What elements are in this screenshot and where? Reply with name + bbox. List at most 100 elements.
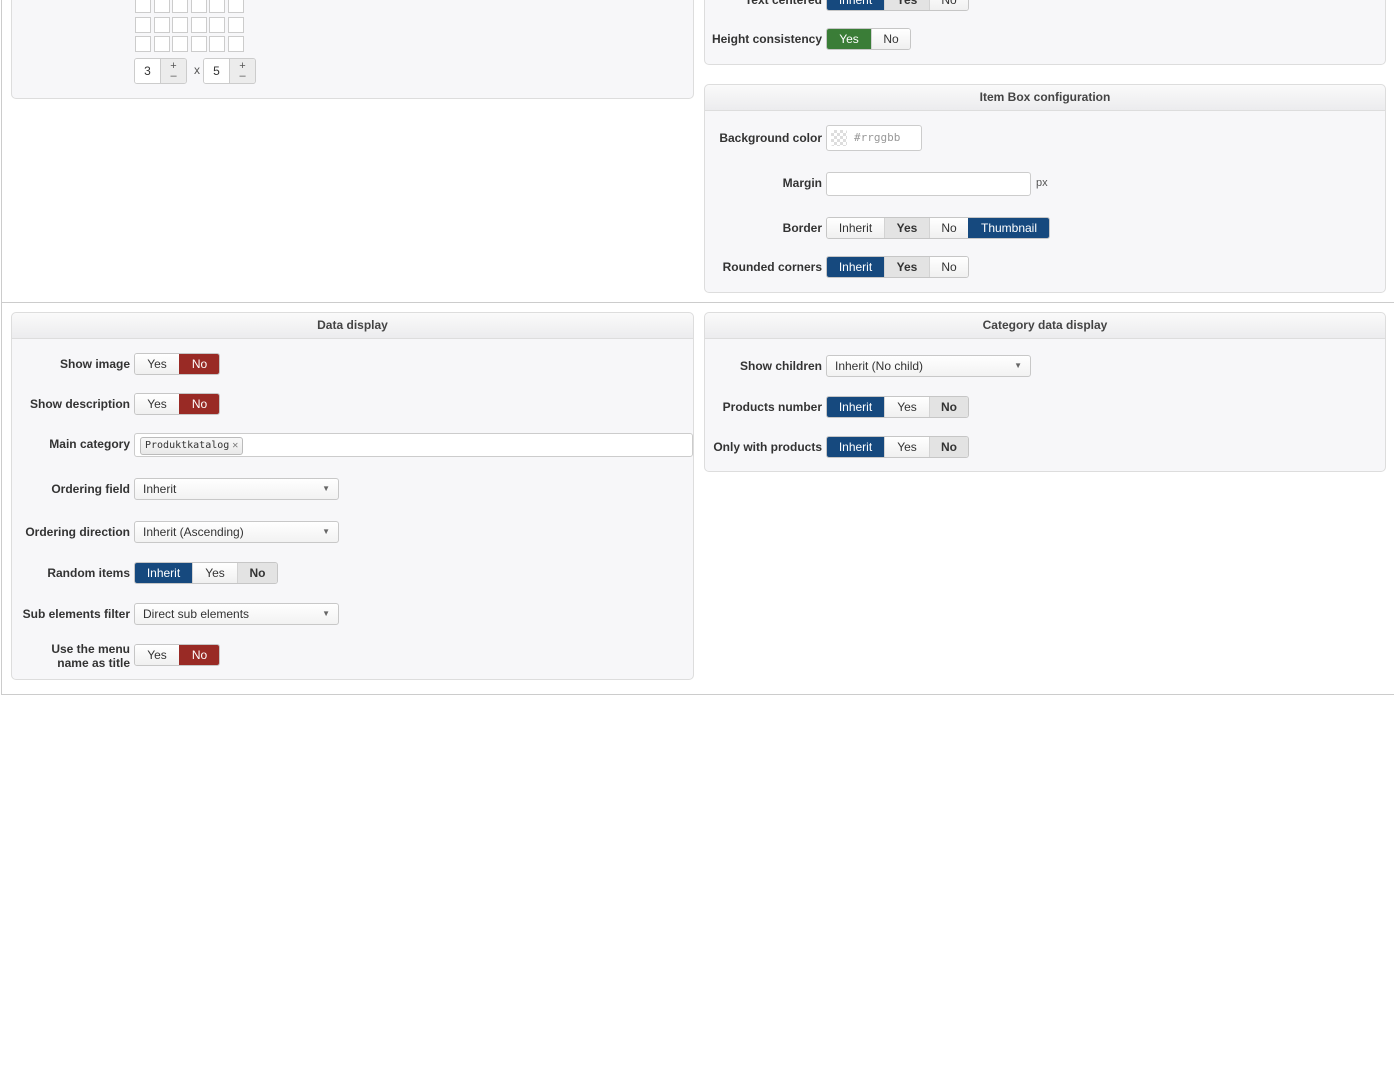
random-items-option-inherit[interactable]: Inherit xyxy=(135,563,192,583)
random-items-option-yes[interactable]: Yes xyxy=(192,563,237,583)
form-row-main-category: Main category Produktkatalog ✕ xyxy=(12,433,693,457)
show-image-option-no[interactable]: No xyxy=(179,354,219,374)
grid-cell[interactable] xyxy=(172,0,189,13)
margin-control: px xyxy=(826,172,1048,196)
grid-cell[interactable] xyxy=(153,36,170,52)
times-label: x xyxy=(194,63,200,77)
products-number-toggle-group: Inherit Yes No xyxy=(826,396,969,418)
text-centered-option-yes[interactable]: Yes xyxy=(884,0,929,10)
products-number-option-inherit[interactable]: Inherit xyxy=(827,397,884,417)
form-row-border: Border Inherit Yes No Thumbnail xyxy=(705,217,1385,241)
chevron-down-icon: ▼ xyxy=(322,484,330,493)
form-row-show-children: Show children Inherit (No child) ▼ xyxy=(705,355,1385,379)
field-label: Margin xyxy=(782,176,822,190)
grid-cell[interactable] xyxy=(135,17,151,33)
field-label: Show image xyxy=(59,357,130,371)
chevron-down-icon: ▼ xyxy=(322,609,330,618)
grid-cell[interactable] xyxy=(135,36,151,52)
grid-cell[interactable] xyxy=(153,17,170,33)
field-label: Main category xyxy=(49,437,130,451)
field-label: Height consistency xyxy=(711,32,822,46)
form-row-ordering-field: Ordering field Inherit ▼ xyxy=(12,478,693,502)
show-children-select[interactable]: Inherit (No child) ▼ xyxy=(826,355,1031,377)
chevron-down-icon: ▼ xyxy=(1014,361,1022,370)
text-centered-option-no[interactable]: No xyxy=(929,0,968,10)
plus-icon[interactable]: + xyxy=(239,60,246,72)
section-divider xyxy=(1,302,1394,303)
only-with-products-option-inherit[interactable]: Inherit xyxy=(827,437,884,457)
rounded-corners-option-yes[interactable]: Yes xyxy=(884,257,929,277)
use-the-menu-name-as-title-option-no[interactable]: No xyxy=(179,645,219,665)
rows-stepper: 3 + – xyxy=(134,58,187,84)
ordering-direction-control: Inherit (Ascending) ▼ xyxy=(134,521,339,543)
form-row-sub-elements-filter: Sub elements filter Direct sub elements ▼ xyxy=(12,603,693,627)
grid-cell[interactable] xyxy=(190,36,207,52)
border-option-thumbnail[interactable]: Thumbnail xyxy=(968,218,1049,238)
plus-icon[interactable]: + xyxy=(170,60,177,72)
ordering-field-select[interactable]: Inherit ▼ xyxy=(134,478,339,500)
grid-cell[interactable] xyxy=(190,17,207,33)
text-centered-control: Inherit Yes No xyxy=(826,0,969,11)
only-with-products-option-yes[interactable]: Yes xyxy=(884,437,929,457)
background-color-control: #rrggbb xyxy=(826,125,922,151)
rows-stepper-plus-minus[interactable]: + – xyxy=(160,59,186,83)
form-row-use-the-menu-name-as-title: Use the menu name as title Yes No xyxy=(12,642,693,670)
grid-cell[interactable] xyxy=(135,0,151,13)
form-row-products-number: Products number Inherit Yes No xyxy=(705,396,1385,420)
form-row-rounded-corners: Rounded corners Inherit Yes No xyxy=(705,256,1385,280)
products-number-option-no[interactable]: No xyxy=(929,397,968,417)
random-items-control: Inherit Yes No xyxy=(134,562,278,584)
grid-cell[interactable] xyxy=(228,36,244,52)
background-color-picker[interactable]: #rrggbb xyxy=(826,125,922,151)
rows-stepper-value[interactable]: 3 xyxy=(135,59,160,83)
rounded-corners-toggle-group: Inherit Yes No xyxy=(826,256,969,278)
border-option-no[interactable]: No xyxy=(929,218,968,238)
show-image-toggle-group: Yes No xyxy=(134,353,220,375)
main-category-control: Produktkatalog ✕ xyxy=(134,433,693,457)
grid-cell[interactable] xyxy=(228,0,244,13)
height-consistency-option-yes[interactable]: Yes xyxy=(827,29,871,49)
ordering-direction-select[interactable]: Inherit (Ascending) ▼ xyxy=(134,521,339,543)
grid-cell[interactable] xyxy=(209,36,226,52)
minus-icon[interactable]: – xyxy=(170,70,177,82)
cols-stepper-plus-minus[interactable]: + – xyxy=(229,59,255,83)
data-display-panel: Data display Show image Yes No Show descrip… xyxy=(11,312,694,680)
selected-tag: Produktkatalog ✕ xyxy=(140,437,244,455)
margin-input[interactable] xyxy=(826,172,1031,196)
show-description-option-no[interactable]: No xyxy=(179,394,219,414)
panel-title: Category data display xyxy=(705,313,1385,339)
ordering-field-selected-value: Inherit xyxy=(143,482,177,496)
grid-cell[interactable] xyxy=(172,36,189,52)
cols-stepper-value[interactable]: 5 xyxy=(204,59,229,83)
grid-cell[interactable] xyxy=(172,17,189,33)
border-control: Inherit Yes No Thumbnail xyxy=(826,217,1050,239)
border-option-yes[interactable]: Yes xyxy=(884,218,929,238)
grid-cell[interactable] xyxy=(209,0,226,13)
grid-cell[interactable] xyxy=(209,17,226,33)
grid-cell[interactable] xyxy=(153,0,170,13)
use-the-menu-name-as-title-toggle-group: Yes No xyxy=(134,644,220,666)
main-category-tag-input[interactable]: Produktkatalog ✕ xyxy=(134,433,693,457)
field-label: Show children xyxy=(739,359,822,373)
products-number-option-yes[interactable]: Yes xyxy=(884,397,929,417)
show-image-option-yes[interactable]: Yes xyxy=(135,354,179,374)
field-label: Ordering field xyxy=(51,482,130,496)
grid-cell[interactable] xyxy=(228,17,244,33)
field-label: Random items xyxy=(47,566,130,580)
text-centered-option-inherit[interactable]: Inherit xyxy=(827,0,884,10)
rounded-corners-option-inherit[interactable]: Inherit xyxy=(827,257,884,277)
height-consistency-option-no[interactable]: No xyxy=(871,29,910,49)
form-row-ordering-direction: Ordering direction Inherit (Ascending) ▼ xyxy=(12,521,693,545)
grid-cell[interactable] xyxy=(190,0,207,13)
use-the-menu-name-as-title-option-yes[interactable]: Yes xyxy=(135,645,179,665)
sub-elements-filter-select[interactable]: Direct sub elements ▼ xyxy=(134,603,339,625)
minus-icon[interactable]: – xyxy=(239,70,246,82)
only-with-products-option-no[interactable]: No xyxy=(929,437,968,457)
show-description-option-yes[interactable]: Yes xyxy=(135,394,179,414)
transparent-swatch-icon xyxy=(831,130,847,146)
random-items-option-no[interactable]: No xyxy=(237,563,277,583)
grid-layout-panel: 3 + – x 5 + – xyxy=(11,0,694,99)
border-option-inherit[interactable]: Inherit xyxy=(827,218,884,238)
rounded-corners-option-no[interactable]: No xyxy=(929,257,968,277)
close-icon[interactable]: ✕ xyxy=(232,440,239,451)
